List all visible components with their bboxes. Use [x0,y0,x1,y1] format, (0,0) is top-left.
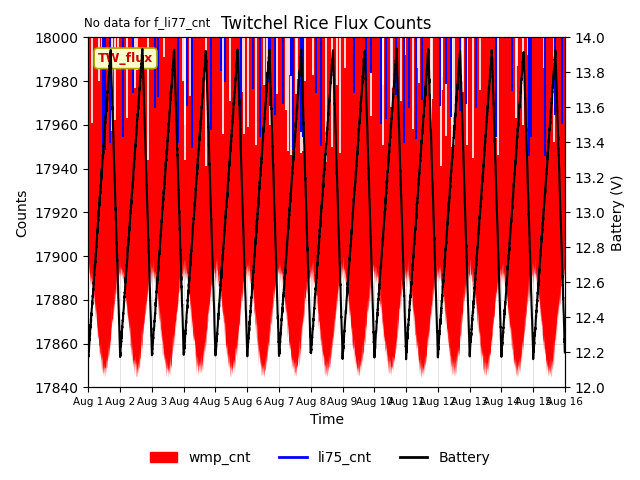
Y-axis label: Battery (V): Battery (V) [611,174,625,251]
Text: No data for f_li77_cnt: No data for f_li77_cnt [84,16,210,29]
Y-axis label: Counts: Counts [15,188,29,237]
Title: Twitchel Rice Flux Counts: Twitchel Rice Flux Counts [221,15,432,33]
Legend: wmp_cnt, li75_cnt, Battery: wmp_cnt, li75_cnt, Battery [144,445,496,471]
Text: TW_flux: TW_flux [98,52,153,65]
X-axis label: Time: Time [310,413,344,427]
